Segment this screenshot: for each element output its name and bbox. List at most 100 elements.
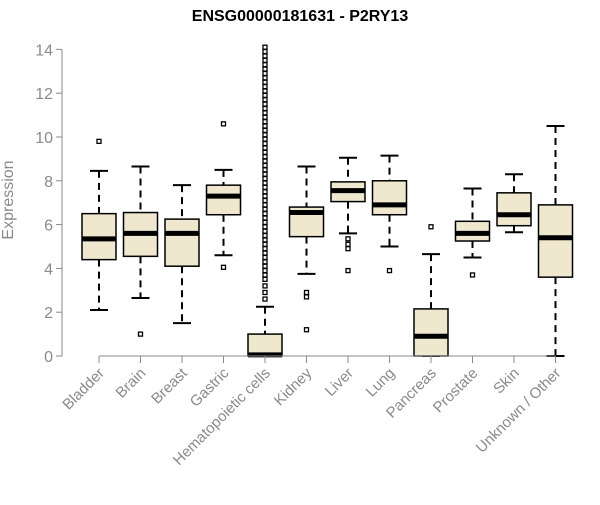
outlier-point	[137, 331, 144, 337]
box-iqr	[496, 192, 532, 227]
box-group-prostate	[454, 187, 491, 278]
outlier-point	[262, 241, 268, 247]
y-tick-label: 2	[44, 305, 53, 322]
outlier-point	[220, 264, 227, 270]
outlier-point	[262, 272, 268, 278]
outlier-point	[262, 97, 268, 103]
box-group-kidney	[288, 165, 325, 333]
box-group-gastric	[205, 121, 242, 270]
outlier-point	[428, 224, 434, 230]
outlier-point	[262, 57, 268, 63]
box-group-breast	[164, 184, 200, 325]
outlier-point	[262, 206, 268, 212]
outlier-point	[262, 127, 268, 134]
outlier-point	[262, 276, 268, 282]
y-tick-label: 8	[44, 174, 53, 191]
y-axis-label: Expression	[0, 160, 17, 239]
x-tick-label: Bladder	[59, 365, 108, 414]
outlier-point	[262, 259, 268, 265]
outlier-point	[262, 250, 268, 256]
outlier-point	[262, 149, 268, 155]
outlier-point	[345, 246, 351, 252]
outlier-point	[262, 193, 268, 199]
outlier-point	[303, 289, 310, 296]
outlier-point	[262, 167, 268, 173]
x-tick-label: Prostate	[430, 365, 482, 417]
outlier-point	[262, 171, 268, 177]
outlier-point	[262, 237, 268, 243]
outlier-point	[262, 83, 268, 90]
outlier-point	[220, 121, 227, 127]
outlier-point	[262, 180, 268, 186]
box-group-skin	[496, 173, 532, 234]
box-group-liver	[330, 156, 366, 274]
box-iqr	[205, 184, 242, 216]
y-tick-label: 14	[35, 42, 53, 59]
outlier-point	[262, 62, 268, 68]
outlier-point	[262, 184, 268, 191]
box-iqr	[164, 218, 200, 267]
outlier-point	[303, 327, 310, 333]
outlier-point	[262, 189, 268, 195]
outlier-point	[262, 66, 268, 72]
outlier-point	[345, 241, 351, 247]
y-tick-label: 6	[44, 218, 53, 235]
outlier-point	[262, 140, 268, 147]
outlier-point	[262, 267, 268, 274]
outlier-point	[262, 254, 268, 261]
box-iqr	[371, 180, 408, 216]
box-group-unknown-other	[537, 125, 574, 357]
outlier-point	[262, 44, 268, 50]
x-tick-label: Brain	[113, 365, 150, 402]
outlier-point	[262, 154, 268, 160]
outlier-point	[262, 202, 268, 208]
outlier-point	[262, 110, 268, 116]
outlier-point	[262, 158, 268, 164]
outlier-point	[262, 162, 268, 169]
outlier-point	[262, 175, 268, 182]
x-tick-label: Skin	[490, 365, 523, 398]
outlier-point	[262, 296, 268, 302]
box-group-pancreas	[413, 224, 449, 357]
outlier-point	[262, 283, 268, 289]
outlier-point	[262, 219, 268, 226]
outlier-point	[262, 53, 268, 59]
outlier-point	[262, 197, 268, 204]
outlier-point	[262, 119, 268, 125]
box-group-hematopoietic-cells	[247, 44, 283, 358]
outlier-point	[262, 228, 268, 234]
outlier-point	[262, 123, 268, 129]
outlier-point	[262, 70, 268, 77]
outlier-point	[345, 236, 351, 242]
outlier-point	[96, 138, 102, 145]
outlier-point	[386, 267, 393, 274]
outlier-point	[262, 132, 268, 138]
outlier-point	[262, 224, 268, 230]
outlier-point	[469, 272, 476, 278]
outlier-point	[262, 105, 268, 112]
y-tick-label: 4	[44, 261, 53, 278]
outlier-point	[303, 294, 310, 300]
outlier-point	[262, 210, 268, 217]
outlier-point	[262, 114, 268, 120]
outlier-point	[262, 215, 268, 221]
outlier-point	[262, 75, 268, 81]
outlier-point	[262, 48, 268, 55]
outlier-point	[262, 92, 268, 99]
outlier-point	[345, 267, 351, 274]
outlier-point	[262, 246, 268, 252]
outlier-point	[262, 289, 268, 296]
outlier-point	[262, 136, 268, 142]
x-tick-label: Lung	[363, 365, 399, 401]
outlier-point	[262, 263, 268, 269]
y-tick-label: 10	[35, 130, 53, 147]
outlier-point	[262, 79, 268, 85]
outlier-point	[262, 232, 268, 239]
box-iqr	[537, 204, 574, 278]
x-tick-label: Liver	[322, 365, 357, 400]
x-tick-label: Kidney	[271, 364, 316, 409]
box-group-bladder	[81, 138, 117, 312]
box-group-lung	[371, 154, 408, 274]
